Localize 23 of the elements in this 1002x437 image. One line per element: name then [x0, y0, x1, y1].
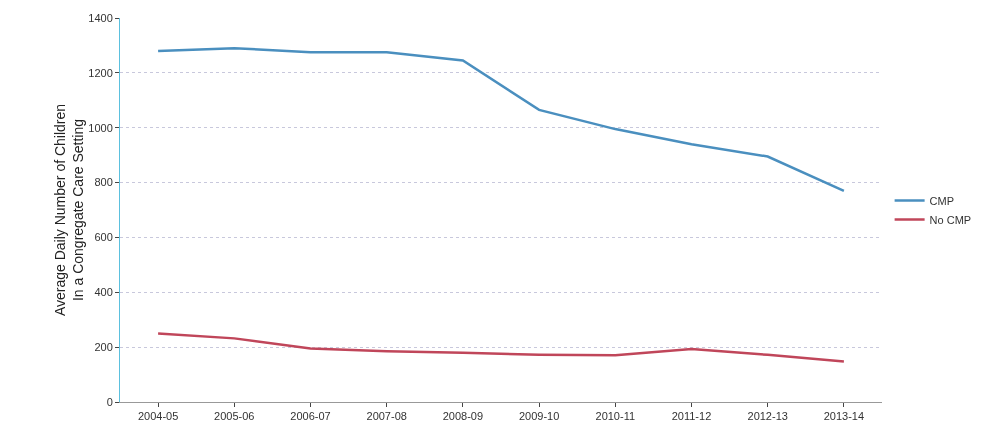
y-tick-label: 1000 [88, 121, 113, 134]
line-series [156, 46, 846, 193]
x-tick-label: 2013-14 [823, 410, 865, 423]
legend-label: CMP [929, 194, 955, 207]
legend-label: No CMP [929, 213, 972, 226]
line-series [156, 332, 846, 363]
y-tick-label: 1400 [88, 11, 113, 24]
y-tick-label: 400 [94, 286, 113, 299]
y-tick-label: 200 [94, 340, 113, 353]
y-tick-label: 0 [106, 395, 113, 408]
x-tick-label: 2010-11 [595, 410, 636, 423]
y-tick-label: 600 [94, 231, 113, 244]
x-tick-label: 2011-12 [671, 410, 712, 423]
x-tick-label: 2005-06 [214, 410, 255, 423]
x-tick-label: 2012-13 [747, 410, 788, 423]
y-tick-label: 1200 [88, 66, 113, 79]
x-tick-label: 2009-10 [518, 410, 560, 423]
y-axis-title: Average Daily Number of Children In a Congregate Care Setting [52, 103, 87, 317]
x-tick-label: 2004-05 [137, 410, 179, 423]
y-tick-label: 800 [94, 176, 113, 189]
x-tick-label: 2006-07 [290, 410, 331, 423]
x-tick-label: 2008-09 [442, 410, 484, 423]
x-tick-label: 2007-08 [366, 410, 407, 423]
